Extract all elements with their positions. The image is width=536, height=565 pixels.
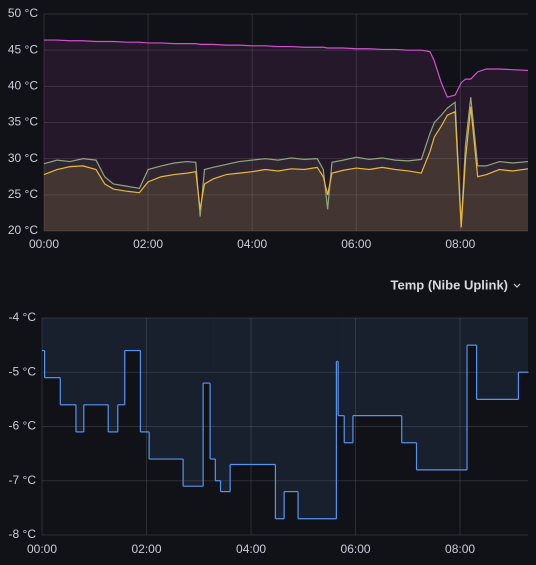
area-fill (518, 318, 528, 373)
y-tick-label: -6 °C (9, 419, 37, 433)
area-fill (220, 318, 231, 492)
y-tick-label: -8 °C (9, 527, 37, 541)
area-fill (344, 318, 353, 443)
area-fill (401, 318, 417, 443)
panel-menu-chevron[interactable] (513, 283, 521, 288)
area-fill (467, 318, 477, 346)
y-tick-label: 25 °C (8, 187, 38, 201)
area-fill (336, 318, 339, 362)
area-fill (149, 318, 184, 460)
area-fill (44, 106, 528, 231)
y-tick-label: 40 °C (8, 79, 38, 93)
area-fill (117, 318, 125, 405)
x-tick-label: 04:00 (237, 237, 267, 251)
area-fill (284, 318, 299, 492)
area-fill (215, 318, 221, 481)
y-tick-label: 30 °C (8, 151, 38, 165)
area-fill (416, 318, 468, 470)
panel-title[interactable]: Temp (Nibe Uplink) (391, 277, 508, 292)
y-tick-label: 45 °C (8, 42, 38, 56)
area-fill (44, 40, 528, 231)
area-fill (476, 318, 519, 400)
y-tick-label: 35 °C (8, 115, 38, 129)
area-fill (352, 318, 402, 416)
area-fill (203, 318, 211, 384)
x-tick-label: 04:00 (236, 542, 266, 556)
area-fill (75, 318, 84, 432)
x-tick-label: 02:00 (132, 542, 162, 556)
y-tick-label: -7 °C (9, 473, 37, 487)
y-tick-label: -5 °C (9, 364, 37, 378)
x-tick-label: 02:00 (133, 237, 163, 251)
area-fill (42, 318, 45, 351)
y-tick-label: 50 °C (8, 6, 38, 20)
area-fill (124, 318, 141, 351)
area-fill (44, 97, 528, 231)
series-line (44, 39, 529, 98)
area-fill (338, 318, 345, 416)
x-tick-label: 00:00 (27, 542, 57, 556)
series-line (43, 106, 529, 228)
x-tick-label: 00:00 (29, 237, 59, 251)
area-fill (140, 318, 150, 432)
x-tick-label: 08:00 (445, 542, 475, 556)
area-fill (60, 318, 76, 405)
area-fill (210, 318, 216, 460)
x-tick-label: 08:00 (445, 237, 475, 251)
area-fill (183, 318, 204, 487)
area-fill (298, 318, 337, 519)
x-tick-label: 06:00 (341, 237, 371, 251)
area-fill (275, 318, 285, 519)
y-tick-label: -4 °C (9, 310, 37, 324)
area-fill (108, 318, 118, 432)
y-tick-label: 20 °C (8, 223, 38, 237)
area-fill (44, 318, 61, 378)
x-tick-label: 06:00 (341, 542, 371, 556)
area-fill (230, 318, 276, 465)
area-fill (83, 318, 109, 405)
